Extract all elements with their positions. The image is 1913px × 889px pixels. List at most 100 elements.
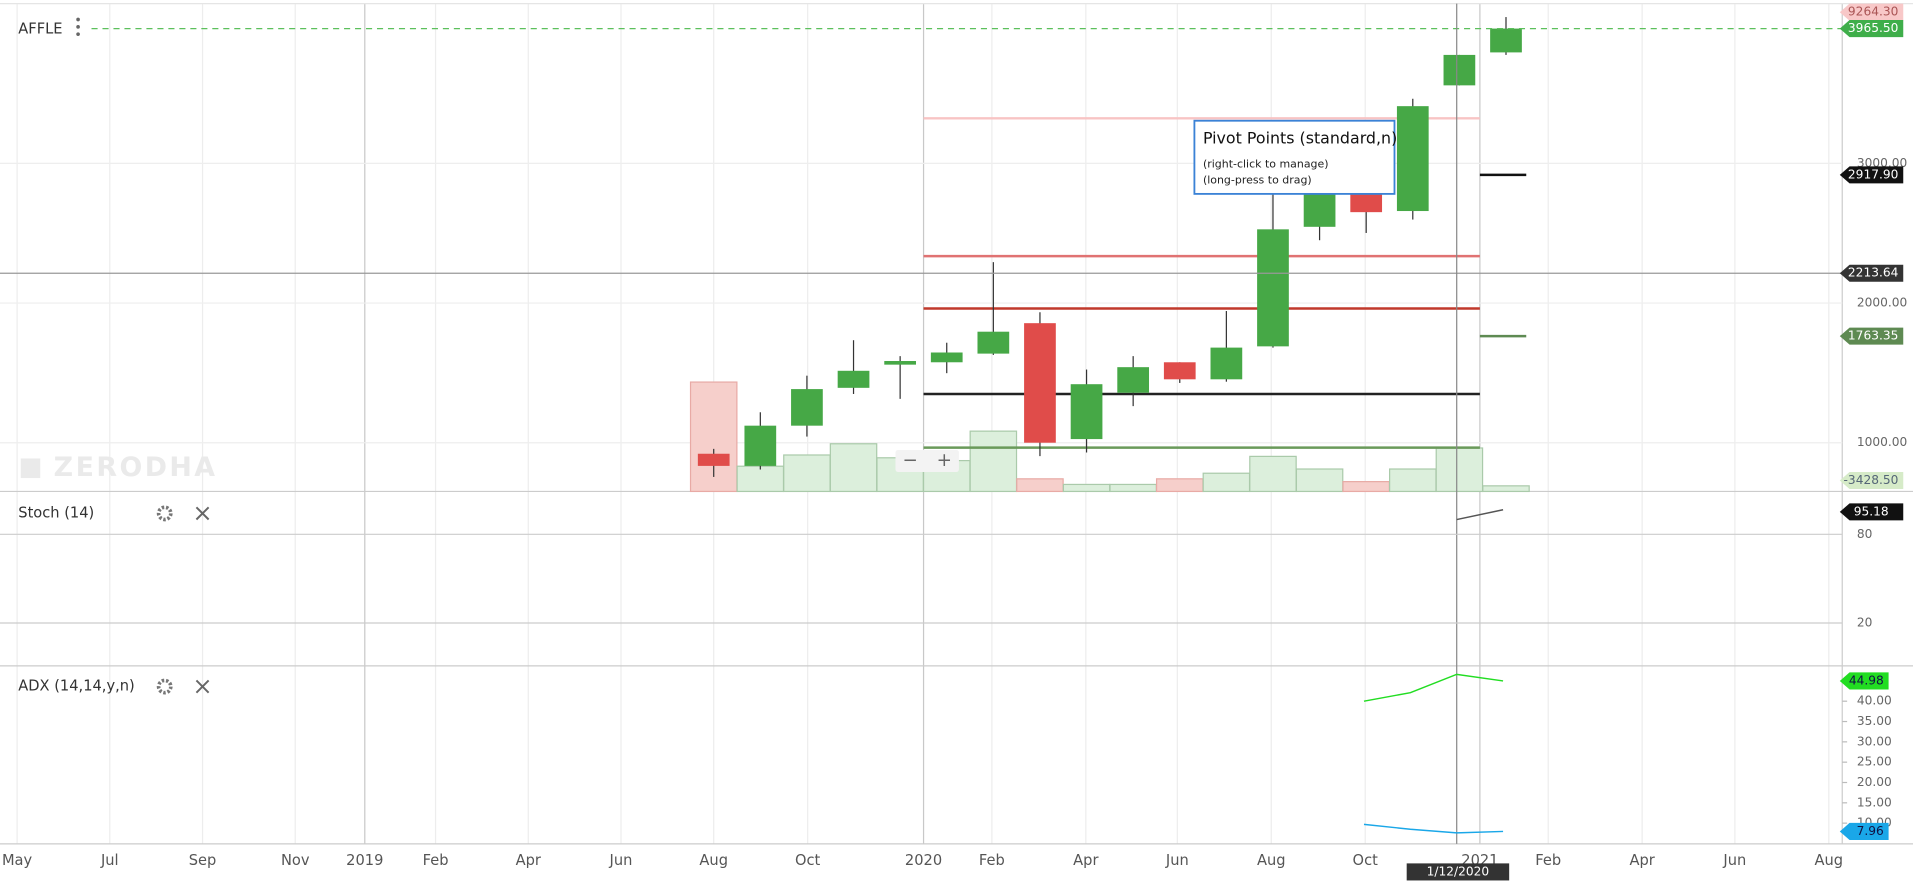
adx-line — [1363, 823, 1504, 834]
menu-dot — [76, 32, 80, 36]
candle-body — [884, 361, 916, 365]
volume-bar — [1016, 478, 1064, 493]
x-tick-label: May — [2, 852, 33, 869]
x-tick-label: Aug — [699, 852, 728, 869]
price-tag: 1763.35 — [1848, 329, 1898, 343]
crosshair-date: 1/12/2020 — [1427, 864, 1490, 878]
price-tag-bg — [1839, 166, 1904, 184]
candle-body — [1024, 323, 1056, 443]
candle-body — [744, 425, 777, 466]
x-tick-label: Apr — [1629, 852, 1655, 869]
x-tick-label: Jun — [1165, 852, 1189, 869]
zoom-button[interactable]: + — [937, 450, 952, 471]
y-tick-label: 15.00 — [1857, 795, 1892, 809]
x-tick-label: Feb — [423, 852, 449, 869]
candle-body — [1396, 106, 1429, 212]
price-tag-bg — [1839, 822, 1889, 840]
candle-body — [1210, 347, 1243, 380]
volume-bar — [689, 381, 738, 493]
price-tag-bg — [1839, 264, 1904, 282]
y-tick-label: 80 — [1857, 527, 1873, 541]
price-tag-bg — [1839, 20, 1904, 38]
x-tick-label: Apr — [1073, 852, 1099, 869]
x-tick-label: 2019 — [346, 852, 383, 869]
y-tick-label: 30.00 — [1857, 734, 1892, 748]
volume-bar — [783, 454, 831, 493]
price-tag: -3428.50 — [1844, 473, 1899, 487]
y-tick-label: 25.00 — [1857, 755, 1892, 769]
candle-body — [791, 389, 823, 426]
close-icon[interactable] — [195, 506, 210, 521]
tooltip-line: (right-click to manage) — [1203, 158, 1329, 171]
price-tag-bg — [1839, 471, 1904, 490]
watermark-icon — [20, 458, 41, 479]
menu-dot — [76, 17, 80, 22]
panel-title: Stoch (14) — [18, 504, 94, 521]
price-tag-bg — [1839, 672, 1889, 690]
volume-bar — [969, 430, 1018, 493]
candle-body — [697, 453, 730, 466]
zoom-button[interactable]: − — [902, 450, 917, 471]
volume-bar — [1062, 483, 1111, 493]
watermark: ZERODHA — [54, 452, 218, 483]
price-tag-bg — [1839, 3, 1904, 21]
candle-body — [1117, 367, 1150, 393]
price-tag-bg — [1839, 327, 1904, 345]
y-tick-label: 2000.00 — [1857, 296, 1907, 310]
candle-body — [1443, 54, 1476, 86]
tooltip-box — [1193, 119, 1396, 195]
panel-title: ADX (14,14,y,n) — [18, 678, 134, 695]
volume-bar — [829, 443, 878, 493]
crosshair-date-bg — [1406, 863, 1510, 881]
x-tick-label: Oct — [1353, 852, 1379, 869]
x-tick-label: Jul — [100, 852, 119, 869]
volume-bar — [736, 465, 785, 493]
settings-icon[interactable] — [156, 505, 173, 522]
volume-bar — [1109, 483, 1157, 493]
x-tick-label: Sep — [189, 852, 217, 869]
volume-bar — [1342, 481, 1390, 493]
x-tick-label: Oct — [795, 852, 821, 869]
x-tick-label: Aug — [1257, 852, 1286, 869]
y-tick-label: 20.00 — [1857, 775, 1892, 789]
candle-body — [1163, 362, 1196, 380]
price-tag: 9264.30 — [1848, 5, 1898, 19]
candle-body — [1490, 28, 1522, 53]
y-tick-label: 1000.00 — [1857, 435, 1907, 449]
candle-body — [1257, 229, 1289, 347]
volume-bar — [1202, 472, 1251, 493]
settings-icon[interactable] — [156, 678, 173, 695]
x-tick-label: Feb — [1535, 852, 1561, 869]
price-tag: 3965.50 — [1848, 21, 1898, 35]
price-tag: 44.98 — [1849, 673, 1884, 687]
volume-bar — [1295, 468, 1344, 493]
candle-body — [837, 370, 870, 388]
zoom-bg[interactable] — [895, 449, 959, 472]
x-tick-label: Apr — [516, 852, 542, 869]
stoch-line — [1456, 509, 1504, 521]
price-tag: 2213.64 — [1848, 266, 1899, 280]
menu-dot — [76, 24, 80, 29]
candle-body — [930, 352, 963, 363]
price-tag-bg — [1839, 503, 1904, 521]
tooltip-title: Pivot Points (standard,n) — [1203, 129, 1397, 148]
close-icon[interactable] — [195, 679, 210, 694]
candle-body — [1070, 384, 1103, 440]
x-tick-label: Nov — [281, 852, 310, 869]
x-tick-label: Jun — [1722, 852, 1746, 869]
price-tag: 2917.90 — [1848, 167, 1898, 181]
tooltip-line: (long-press to drag) — [1203, 173, 1312, 186]
x-tick-label: Aug — [1815, 852, 1844, 869]
price-tag: 7.96 — [1857, 824, 1884, 838]
x-tick-label: 2020 — [905, 852, 942, 869]
volume-bar — [1482, 485, 1530, 493]
candle-body — [977, 331, 1010, 354]
price-tag: 95.18 — [1854, 504, 1889, 518]
adx-line — [1363, 673, 1504, 702]
volume-bar — [1435, 447, 1484, 493]
candle-body — [1350, 191, 1383, 213]
y-tick-label: 20 — [1857, 615, 1873, 629]
x-tick-label: Feb — [979, 852, 1005, 869]
